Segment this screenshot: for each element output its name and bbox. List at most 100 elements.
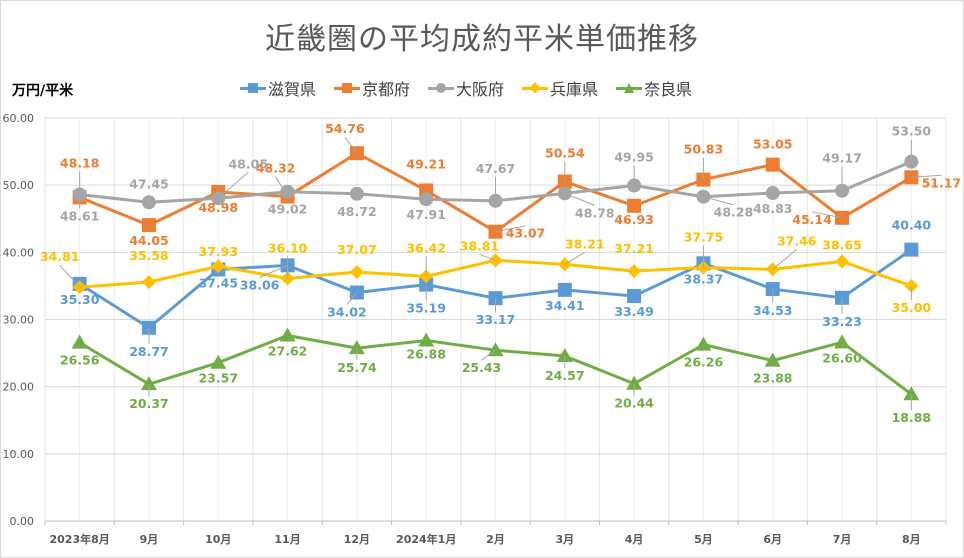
data-label: 45.14	[792, 212, 832, 227]
data-label: 38.65	[822, 237, 862, 252]
data-label-leader-line	[811, 211, 843, 219]
data-label: 36.10	[268, 241, 308, 256]
data-point-marker	[141, 218, 156, 233]
legend-label: 奈良県	[644, 80, 693, 99]
data-point-marker	[626, 375, 643, 390]
data-label-leader-line	[479, 253, 496, 261]
data-point-marker	[141, 195, 156, 210]
data-label-leader-line	[495, 225, 526, 233]
data-point-marker	[765, 186, 780, 201]
data-label: 38.81	[460, 238, 500, 253]
data-label: 37.45	[198, 275, 238, 290]
data-label: 36.42	[406, 240, 446, 255]
legend-marker-icon	[334, 81, 361, 95]
data-point-marker	[834, 334, 851, 349]
gridlines	[44, 117, 947, 522]
legend-label: 京都府	[362, 80, 411, 99]
data-label: 37.21	[614, 241, 654, 256]
data-label: 47.67	[476, 161, 516, 176]
data-label: 37.46	[777, 233, 817, 248]
data-label: 49.02	[268, 202, 308, 217]
data-point-marker	[211, 259, 226, 274]
data-label: 33.17	[476, 312, 516, 327]
data-label: 48.98	[198, 200, 238, 215]
y-tick-label: 10.00	[3, 448, 35, 461]
data-label: 37.07	[337, 242, 377, 257]
data-label: 27.62	[268, 343, 308, 358]
data-label: 23.88	[753, 371, 793, 386]
data-point-marker	[764, 352, 781, 367]
chart-title: 近畿圏の平均成約平米単価推移	[265, 22, 699, 57]
data-label: 25.43	[462, 360, 502, 375]
legend-item: 兵庫県	[522, 76, 598, 100]
data-point-marker	[141, 275, 156, 290]
legend-marker-icon	[428, 81, 455, 95]
x-tick-label: 11月	[274, 533, 300, 546]
y-tick-label: 60.00	[3, 112, 35, 125]
data-label: 48.61	[60, 209, 100, 224]
x-tick-label: 2023年8月	[50, 532, 110, 546]
data-label: 44.05	[129, 233, 169, 248]
x-tick-label: 8月	[902, 533, 921, 546]
data-label: 48.32	[256, 160, 296, 175]
x-tick-label: 2024年1月	[396, 532, 456, 546]
data-point-marker	[349, 265, 364, 280]
x-tick-label: 6月	[763, 533, 782, 546]
data-point-marker	[627, 264, 642, 279]
y-tick-label: 50.00	[3, 179, 35, 192]
data-label: 23.57	[198, 371, 238, 386]
data-point-marker	[835, 254, 850, 269]
data-label: 20.37	[129, 396, 169, 411]
data-label: 38.37	[684, 271, 724, 286]
data-label-leader-line	[703, 196, 734, 206]
data-point-marker	[904, 242, 919, 257]
y-axis-unit-label: 万円/平米	[12, 83, 74, 99]
legend-label: 大阪府	[456, 80, 505, 99]
data-label: 37.93	[198, 244, 238, 259]
data-label: 25.74	[337, 360, 377, 375]
data-label: 53.50	[892, 124, 932, 139]
legend-item: 奈良県	[616, 76, 692, 100]
data-label: 48.72	[337, 204, 377, 219]
data-label: 48.18	[60, 155, 100, 170]
data-point-marker	[695, 336, 712, 351]
axes: 0.00 10.00 20.00 30.00 40.00 50.00 60.00 2023年8…	[3, 112, 947, 546]
data-label: 37.75	[684, 229, 724, 244]
data-label-leader-line	[59, 264, 81, 288]
data-label: 34.81	[40, 249, 80, 264]
data-label: 35.30	[60, 292, 100, 307]
data-label: 28.77	[129, 344, 169, 359]
data-label-leader-line	[344, 136, 358, 154]
data-label: 46.93	[614, 212, 654, 227]
data-point-marker	[557, 282, 572, 297]
legend-label: 滋賀県	[268, 80, 317, 99]
data-label: 49.95	[614, 150, 654, 165]
data-point-marker	[348, 340, 365, 355]
legend: 滋賀県 京都府 大阪府 兵庫県 奈良県	[240, 76, 692, 100]
data-label: 51.17	[922, 175, 962, 190]
y-tick-label: 0.00	[10, 515, 35, 528]
x-tick-label: 9月	[140, 533, 159, 546]
x-tick-label: 2月	[486, 533, 505, 546]
data-label: 26.88	[406, 346, 446, 361]
data-label: 35.19	[406, 301, 446, 316]
x-tick-label: 12月	[344, 533, 370, 546]
data-point-marker	[765, 157, 780, 172]
data-point-marker	[627, 198, 642, 213]
data-label: 34.02	[327, 304, 367, 319]
data-label-leader-line	[217, 171, 249, 199]
data-label-leader-line	[564, 192, 595, 206]
data-point-marker	[419, 192, 434, 207]
data-point-marker	[556, 347, 573, 362]
data-point-marker	[71, 334, 88, 349]
legend-marker-icon	[240, 81, 266, 95]
legend-item: 滋賀県	[240, 76, 316, 100]
data-label: 54.76	[325, 121, 365, 136]
x-tick-label: 3月	[555, 533, 574, 546]
data-label: 50.54	[545, 146, 585, 161]
x-tick-label: 10月	[205, 533, 231, 546]
data-label-leader-line	[481, 349, 496, 361]
data-label-leader-line	[346, 292, 358, 305]
data-label: 34.41	[545, 298, 585, 313]
